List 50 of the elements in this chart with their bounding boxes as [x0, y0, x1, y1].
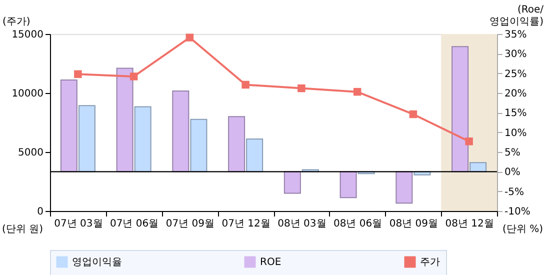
text: (단위 원): [2, 224, 44, 235]
y2-tick-label: 25%: [504, 68, 527, 80]
bar: [190, 118, 208, 172]
y-axis-title: (주가): [2, 16, 30, 28]
point: [242, 80, 250, 89]
point: [465, 138, 473, 146]
bar: [172, 90, 190, 172]
bar: [452, 46, 469, 172]
x-tick-label: 07년 03월: [54, 218, 103, 230]
y2-tick-label: -5%: [504, 186, 524, 198]
point: [186, 34, 194, 42]
x-tick-label: 08년 03월: [278, 218, 326, 230]
bar: [284, 171, 301, 194]
point: [409, 110, 418, 118]
y-tick-label: 0: [37, 206, 44, 218]
bar: [78, 105, 96, 172]
y2-tick-label: -10%: [504, 206, 530, 218]
x-tick-label: 08년 09월: [389, 218, 438, 230]
y-tick-label: 15000: [12, 30, 44, 40]
point: [74, 70, 82, 78]
legend-label: ROE: [260, 257, 282, 268]
x-tick-label: 07년 06월: [110, 218, 159, 230]
y-tick-label: 5000: [18, 148, 44, 158]
legend-label: 주가: [420, 257, 440, 268]
x-tick-label: 08년 12월: [445, 218, 494, 230]
point: [298, 84, 306, 92]
y2-tick-label: 20%: [504, 88, 527, 100]
bar: [340, 171, 357, 198]
bar: [470, 162, 487, 172]
y2-tick-label: 10%: [504, 128, 527, 139]
bar: [246, 138, 264, 172]
bar: [116, 68, 134, 172]
point: [353, 88, 362, 96]
y2-tick-label: 0%: [504, 167, 520, 178]
x-tick-label: 07년 09월: [166, 218, 215, 230]
y2-axis-title: (Roe/영업이익률): [490, 4, 544, 28]
y-tick-label: 10000: [12, 88, 44, 100]
bar: [134, 106, 152, 172]
text: (단위 %): [502, 224, 544, 235]
y2-tick-label: 30%: [504, 49, 527, 60]
x-tick-label: 08년 06월: [333, 218, 382, 230]
y2-tick-label: 35%: [504, 30, 527, 40]
legend-label: 영업이익율: [72, 257, 122, 268]
point: [130, 72, 138, 80]
bar: [60, 80, 78, 172]
x-tick-label: 07년 12월: [222, 218, 270, 230]
y2-tick-label: 15%: [504, 108, 527, 120]
bar: [228, 116, 246, 172]
y2-tick-label: 5%: [504, 148, 520, 158]
bar: [396, 171, 413, 204]
